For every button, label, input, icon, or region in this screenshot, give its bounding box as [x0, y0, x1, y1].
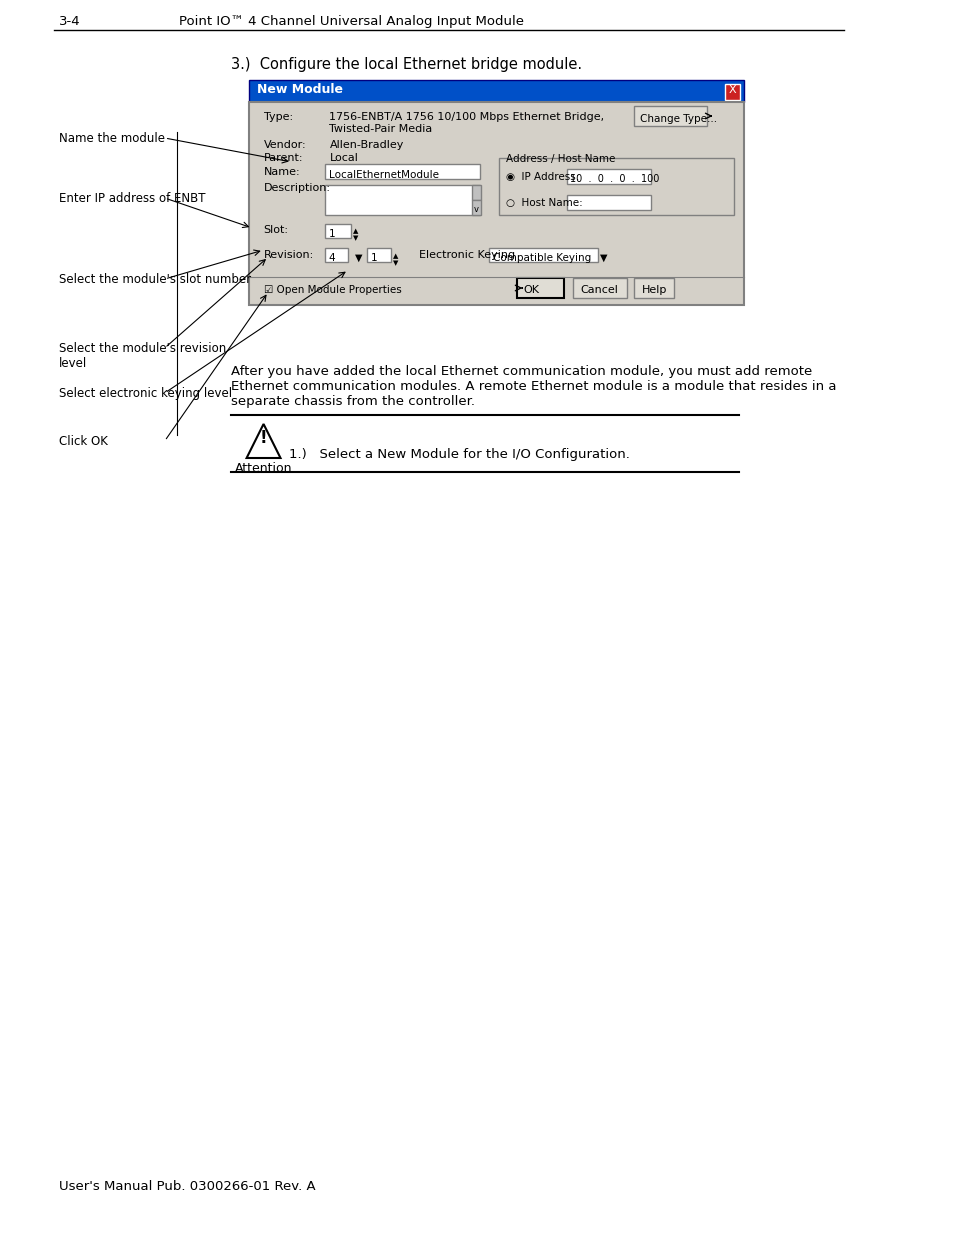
Text: Revision:: Revision: — [263, 249, 314, 261]
Text: Point IO™ 4 Channel Universal Analog Input Module: Point IO™ 4 Channel Universal Analog Inp… — [178, 15, 523, 28]
Text: Slot:: Slot: — [263, 225, 288, 235]
Text: Allen-Bradley: Allen-Bradley — [329, 140, 403, 149]
Text: Compatible Keying: Compatible Keying — [493, 253, 591, 263]
Text: Vendor:: Vendor: — [263, 140, 306, 149]
Text: Local: Local — [329, 153, 358, 163]
FancyBboxPatch shape — [324, 164, 479, 179]
Text: 1: 1 — [371, 253, 377, 263]
Text: LocalEthernetModule: LocalEthernetModule — [329, 170, 439, 180]
Text: Change Type...: Change Type... — [639, 114, 717, 124]
Text: ▼: ▼ — [355, 253, 362, 263]
Text: Electronic Keying: Electronic Keying — [418, 249, 515, 261]
Text: Click OK: Click OK — [59, 435, 108, 448]
FancyBboxPatch shape — [324, 224, 351, 238]
Text: ◉  IP Address:: ◉ IP Address: — [506, 172, 579, 182]
FancyBboxPatch shape — [367, 248, 390, 262]
Text: Help: Help — [640, 285, 666, 295]
Text: Type:: Type: — [263, 112, 293, 122]
Text: Name:: Name: — [263, 167, 300, 177]
Text: !: ! — [259, 429, 267, 447]
Text: ○  Host Name:: ○ Host Name: — [506, 198, 582, 207]
Text: Attention: Attention — [234, 462, 292, 475]
Text: v: v — [474, 205, 478, 214]
Text: ☑ Open Module Properties: ☑ Open Module Properties — [263, 285, 401, 295]
Text: ▼: ▼ — [599, 253, 606, 263]
Text: X: X — [728, 85, 736, 95]
Text: Enter IP address of ENBT: Enter IP address of ENBT — [59, 191, 206, 205]
FancyBboxPatch shape — [489, 248, 598, 262]
Text: 1: 1 — [328, 228, 335, 240]
Text: 10  .  0  .  0  .  100: 10 . 0 . 0 . 100 — [570, 174, 659, 184]
Text: Twisted-Pair Media: Twisted-Pair Media — [329, 124, 433, 135]
FancyBboxPatch shape — [634, 106, 706, 126]
Text: After you have added the local Ethernet communication module, you must add remot: After you have added the local Ethernet … — [231, 366, 835, 408]
Text: 4: 4 — [328, 253, 335, 263]
Text: OK: OK — [523, 285, 539, 295]
Text: 1.)   Select a New Module for the I/O Configuration.: 1.) Select a New Module for the I/O Conf… — [289, 448, 629, 461]
Text: ▲
▼: ▲ ▼ — [392, 253, 397, 266]
Text: Select the module's revision
level: Select the module's revision level — [59, 342, 226, 370]
FancyBboxPatch shape — [634, 278, 673, 298]
Text: Description:: Description: — [263, 183, 330, 193]
FancyBboxPatch shape — [498, 158, 734, 215]
Text: ▲
▼: ▲ ▼ — [353, 228, 358, 241]
FancyBboxPatch shape — [324, 185, 479, 215]
Text: 3.)  Configure the local Ethernet bridge module.: 3.) Configure the local Ethernet bridge … — [231, 57, 581, 72]
FancyBboxPatch shape — [249, 103, 742, 305]
FancyBboxPatch shape — [724, 84, 740, 100]
FancyBboxPatch shape — [249, 80, 742, 103]
Text: Select electronic keying level: Select electronic keying level — [59, 387, 233, 400]
Text: 3-4: 3-4 — [59, 15, 81, 28]
FancyBboxPatch shape — [573, 278, 626, 298]
Text: Select the module's slot number: Select the module's slot number — [59, 273, 252, 287]
FancyBboxPatch shape — [517, 278, 563, 298]
Text: New Module: New Module — [256, 83, 343, 96]
Text: Name the module: Name the module — [59, 132, 165, 144]
FancyBboxPatch shape — [566, 195, 651, 210]
FancyBboxPatch shape — [471, 200, 480, 215]
Text: User's Manual Pub. 0300266-01 Rev. A: User's Manual Pub. 0300266-01 Rev. A — [59, 1179, 315, 1193]
Text: Cancel: Cancel — [580, 285, 618, 295]
FancyBboxPatch shape — [566, 169, 651, 184]
FancyBboxPatch shape — [471, 185, 480, 200]
FancyBboxPatch shape — [324, 248, 348, 262]
Text: Parent:: Parent: — [263, 153, 303, 163]
Text: 1756-ENBT/A 1756 10/100 Mbps Ethernet Bridge,: 1756-ENBT/A 1756 10/100 Mbps Ethernet Br… — [329, 112, 604, 122]
Text: Address / Host Name: Address / Host Name — [506, 154, 615, 164]
